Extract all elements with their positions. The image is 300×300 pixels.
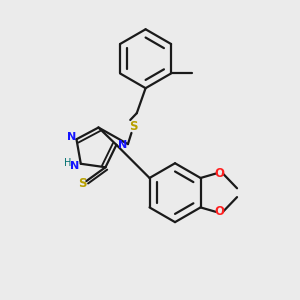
Text: S: S xyxy=(78,177,86,190)
Text: N: N xyxy=(70,161,79,171)
Text: N: N xyxy=(118,140,127,150)
Text: H: H xyxy=(64,158,72,168)
Text: N: N xyxy=(67,132,76,142)
Text: O: O xyxy=(214,167,224,180)
Text: S: S xyxy=(130,120,138,133)
Text: O: O xyxy=(214,205,224,218)
